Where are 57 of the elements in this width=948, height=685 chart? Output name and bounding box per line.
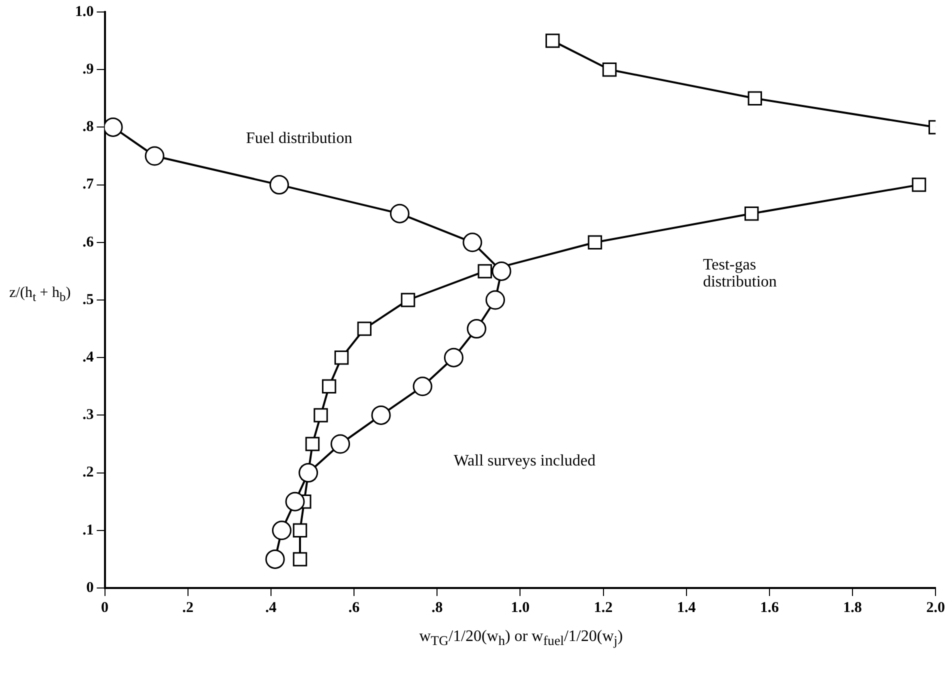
x-tick-label: 1.6 (760, 600, 780, 616)
point (462, 232, 482, 252)
y-tick-label: .3 (82, 407, 94, 424)
point (104, 117, 123, 137)
point (390, 204, 410, 224)
x-tick-label: 2.0 (926, 600, 945, 616)
point (412, 376, 432, 396)
point (305, 436, 320, 452)
point (912, 178, 926, 192)
x-tick-label: .8 (431, 600, 443, 616)
point (334, 350, 349, 365)
point (400, 292, 416, 308)
annotation: Wall surveys included (454, 452, 596, 470)
y-tick-label: .6 (82, 234, 94, 250)
annotation: Fuel distribution (246, 130, 352, 147)
point (588, 235, 602, 250)
point (478, 264, 492, 278)
point (371, 405, 391, 425)
y-tick-label: .7 (82, 176, 94, 193)
point (748, 91, 762, 106)
point (144, 146, 164, 166)
point (744, 206, 759, 221)
point (292, 552, 308, 566)
point (466, 319, 486, 339)
point (265, 549, 285, 569)
point (322, 379, 336, 394)
x-tick-label: .2 (182, 600, 194, 616)
x-tick-label: .4 (265, 600, 278, 616)
point (314, 408, 328, 422)
y-tick-label: .4 (82, 349, 94, 366)
point (285, 492, 305, 512)
text: w$_{TG}$/1/20(w$_{h}$) or w$_{fuel}$/1/20(w$_{j}$) (419, 628, 623, 648)
y-tick-label: 1.0 (75, 4, 94, 20)
point (272, 520, 292, 540)
point (486, 290, 506, 310)
x-tick-label: 1.0 (510, 600, 530, 616)
point (444, 348, 464, 368)
x-tick-label: .6 (348, 600, 360, 616)
y-axis-title: z/(h$_{t}$ + h$_{b}$) (8, 285, 72, 305)
y-tick-label: .2 (82, 464, 94, 481)
point (357, 322, 372, 336)
annotation: Test-gas distribution (702, 256, 777, 291)
y-tick-label: .8 (82, 119, 94, 136)
y-tick-label: .1 (82, 522, 94, 538)
point (292, 523, 308, 538)
x-tick-label: 1.2 (594, 600, 613, 616)
point (492, 261, 512, 281)
y-tick-label: .5 (82, 292, 94, 308)
point (330, 434, 350, 454)
point (545, 34, 560, 48)
x-tick-label: 1.8 (843, 600, 862, 616)
x-tick-label: 0 (101, 600, 108, 616)
point (602, 62, 617, 77)
x-tick-label: 1.4 (676, 600, 696, 616)
point (269, 175, 289, 195)
y-tick-label: 0 (86, 580, 94, 596)
y-tick-label: .9 (82, 61, 94, 78)
